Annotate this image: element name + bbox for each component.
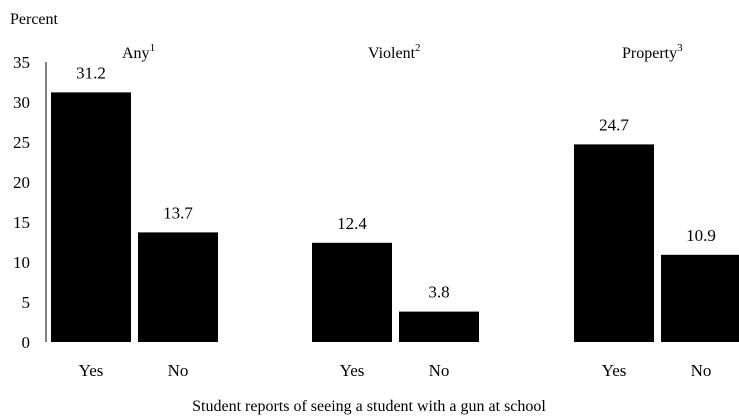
group-label: Property3	[622, 42, 683, 62]
value-label: 3.8	[428, 283, 449, 302]
value-label: 31.2	[76, 63, 106, 82]
value-label: 24.7	[599, 115, 629, 134]
bar-violent-yes	[312, 242, 392, 342]
bar-any-no	[138, 232, 218, 342]
y-tick-label: 10	[13, 253, 30, 272]
bar-violent-no	[399, 311, 479, 342]
bar-property-yes	[574, 144, 654, 342]
y-axis-title: Percent	[10, 11, 59, 28]
category-label: No	[168, 361, 189, 380]
value-label: 13.7	[163, 203, 193, 222]
y-tick-label: 30	[13, 93, 30, 112]
x-axis-title: Student reports of seeing a student with…	[192, 398, 546, 415]
group-label-superscript: 3	[677, 42, 683, 54]
y-tick-label: 5	[22, 293, 31, 312]
group-label-text: Violent	[368, 45, 416, 62]
bar-any-yes	[51, 92, 131, 343]
category-label: Yes	[79, 361, 104, 380]
group-label: Any1	[122, 42, 155, 62]
y-tick-label: 25	[13, 133, 30, 152]
group-label-text: Any	[122, 45, 150, 62]
group-label-text: Property	[622, 45, 677, 62]
value-label: 12.4	[337, 214, 367, 233]
y-tick-label: 0	[22, 333, 31, 352]
category-label: Yes	[340, 361, 365, 380]
category-label: No	[691, 361, 712, 380]
y-tick-label: 15	[13, 213, 30, 232]
y-tick-label: 20	[13, 173, 30, 192]
category-label: Yes	[602, 361, 627, 380]
group-label: Violent2	[368, 42, 421, 62]
group-label-superscript: 2	[415, 42, 421, 54]
bar-property-no	[661, 254, 739, 342]
group-label-superscript: 1	[150, 42, 156, 54]
y-tick-label: 35	[13, 53, 30, 72]
value-label: 10.9	[686, 226, 716, 245]
category-label: No	[429, 361, 450, 380]
